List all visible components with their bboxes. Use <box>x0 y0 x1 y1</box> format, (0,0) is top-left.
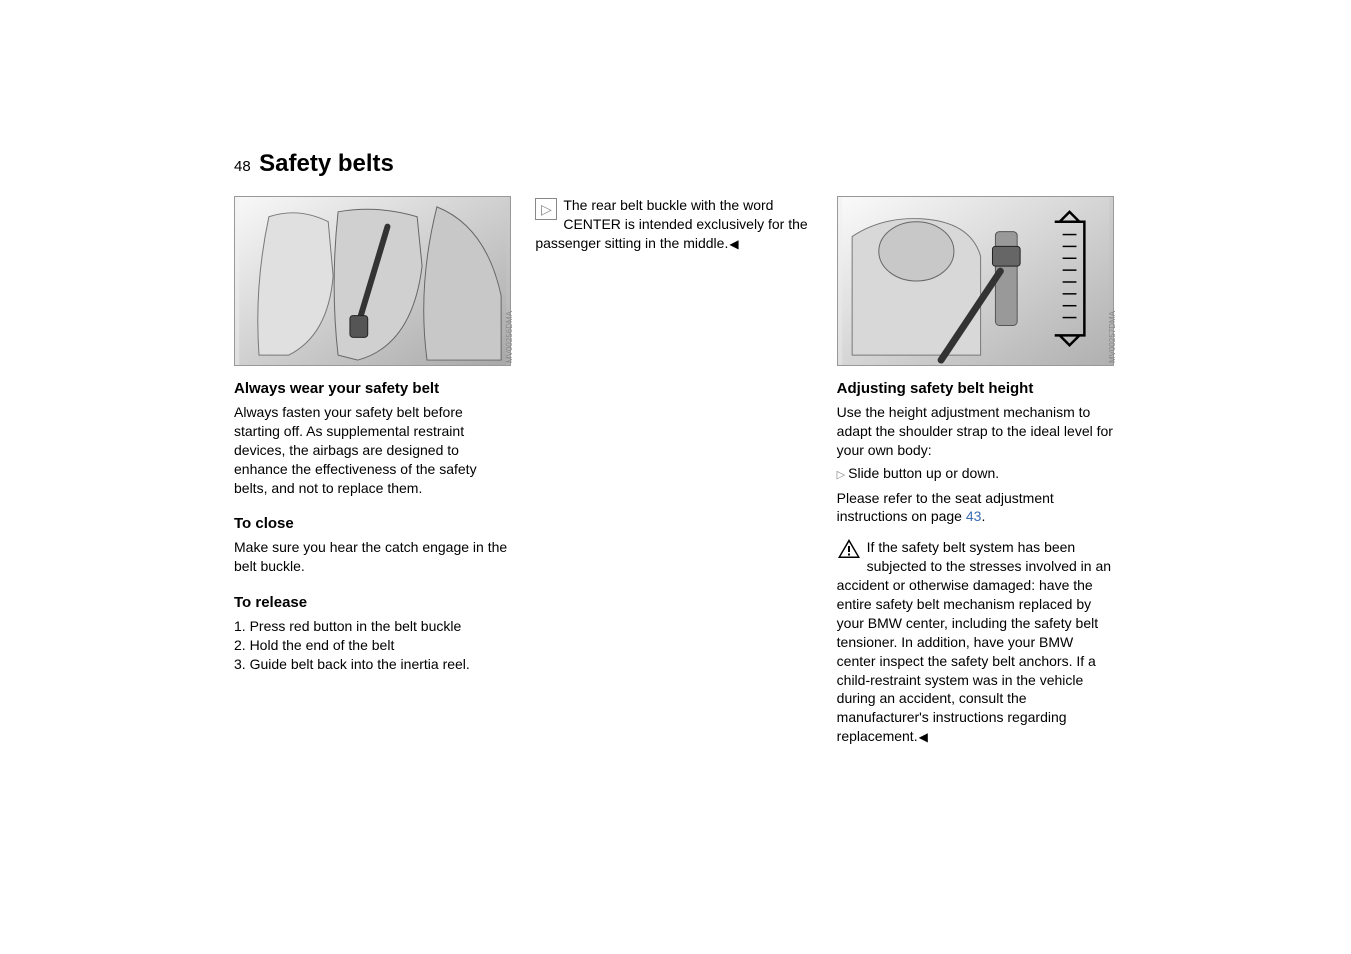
note-text: The rear belt buckle with the word CENTE… <box>535 197 807 251</box>
note-icon: ▷ <box>535 198 557 220</box>
text-adjusting: Use the height adjustment mechanism to a… <box>837 403 1114 460</box>
page-content: 48 Safety belts <box>234 150 1114 750</box>
release-step-1: 1. Press red button in the belt buckle <box>234 617 511 636</box>
release-step-2: 2. Hold the end of the belt <box>234 636 511 655</box>
page-number: 48 <box>234 158 251 175</box>
figure-code-label: MV00256DMA <box>505 311 514 363</box>
refer-prefix: Please refer to the seat adjustment inst… <box>837 490 1054 525</box>
warning-icon <box>837 538 861 565</box>
seatbelt-illustration <box>235 197 510 365</box>
warning-block: If the safety belt system has been subje… <box>837 538 1114 746</box>
column-2: ▷ The rear belt buckle with the word CEN… <box>535 196 812 750</box>
end-mark-icon: ◀ <box>729 237 738 251</box>
note-center-buckle: ▷ The rear belt buckle with the word CEN… <box>535 196 812 253</box>
column-3: MV00257DMA Adjusting safety belt height … <box>837 196 1114 750</box>
text-refer: Please refer to the seat adjustment inst… <box>837 489 1114 527</box>
warning-text: If the safety belt system has been subje… <box>837 539 1111 744</box>
heading-to-close: To close <box>234 515 511 532</box>
figure-belt-height: MV00257DMA <box>837 196 1114 366</box>
text-always-wear: Always fasten your safety belt before st… <box>234 403 511 497</box>
figure-seatbelt-fasten: MV00256DMA <box>234 196 511 366</box>
text-to-close: Make sure you hear the catch engage in t… <box>234 538 511 576</box>
triangle-bullet-icon: ▷ <box>837 469 845 481</box>
column-1: MV00256DMA Always wear your safety belt … <box>234 196 511 750</box>
refer-suffix: . <box>981 508 985 524</box>
release-step-3: 3. Guide belt back into the inertia reel… <box>234 655 511 674</box>
page-title: Safety belts <box>259 150 394 177</box>
figure-code-label: MV00257DMA <box>1108 311 1117 363</box>
heading-always-wear: Always wear your safety belt <box>234 380 511 397</box>
page-link-43[interactable]: 43 <box>966 508 982 524</box>
columns: MV00256DMA Always wear your safety belt … <box>234 196 1114 750</box>
heading-adjusting: Adjusting safety belt height <box>837 380 1114 397</box>
header-line: 48 Safety belts <box>234 150 1114 178</box>
bullet-slide-text: Slide button up or down. <box>848 465 999 481</box>
belt-height-illustration <box>838 197 1113 365</box>
bullet-slide: ▷Slide button up or down. <box>837 464 1114 483</box>
heading-to-release: To release <box>234 594 511 611</box>
end-mark-icon: ◀ <box>919 730 928 744</box>
